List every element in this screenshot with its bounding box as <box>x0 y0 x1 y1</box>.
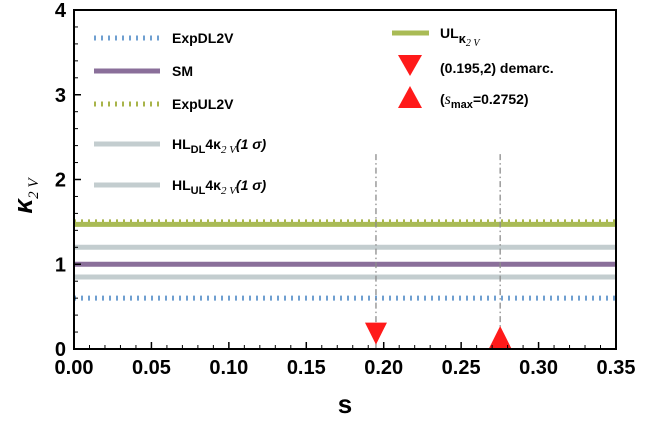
y-axis-label-sub: 2 V <box>26 177 42 199</box>
series-layer <box>74 219 616 301</box>
legend-label-sm: SM <box>172 63 193 79</box>
legend-label-hl-dl: HLDL4κ2 V(1 σ) <box>172 136 267 156</box>
y-axis-label-main: κ <box>8 198 38 214</box>
x-tick-label: 0.35 <box>597 357 636 379</box>
legend-label-ul-k2v: ULκ2 V <box>440 25 481 49</box>
legend-label-hl-ul: HLUL4κ2 V(1 σ) <box>172 177 267 197</box>
legend-label-smax: (smax=0.2752) <box>440 91 529 111</box>
y-tick-label: 2 <box>55 170 66 192</box>
marker-demarc <box>364 322 387 345</box>
y-tick-label: 1 <box>55 254 66 276</box>
x-tick-label: 0.10 <box>209 357 248 379</box>
svg-text:κ2 V: κ2 V <box>8 177 42 214</box>
x-tick-label: 0.30 <box>519 357 558 379</box>
legend-label-demarc: (0.195,2) demarc. <box>440 60 554 76</box>
y-tick-label: 4 <box>55 0 67 22</box>
x-tick-label: 0.05 <box>132 357 171 379</box>
y-axis-label: κ2 V <box>8 177 42 214</box>
marker-layer <box>364 322 512 348</box>
x-tick-label: 0.20 <box>364 357 403 379</box>
x-tick-label: 0.15 <box>287 357 326 379</box>
legend-label-expul2v: ExpUL2V <box>172 96 234 112</box>
legend-swatch-smax <box>398 86 422 108</box>
legend-swatch-demarc <box>398 55 422 76</box>
legend-label-expdl2v: ExpDL2V <box>172 30 234 46</box>
marker-smax <box>489 325 512 348</box>
legend: ExpDL2V SM ExpUL2V HLDL4κ2 V(1 σ) HLUL4κ… <box>94 25 554 197</box>
x-axis-label: s <box>338 389 352 419</box>
x-tick-label: 0.00 <box>55 357 94 379</box>
tick-layer: 0.00 0.05 0.10 0.15 0.20 0.25 0.30 0.35 0 1 2 3 4 <box>55 0 636 379</box>
y-tick-label: 0 <box>55 339 66 361</box>
x-tick-label: 0.25 <box>442 357 481 379</box>
y-tick-label: 3 <box>55 85 66 107</box>
guide-layer <box>375 154 501 349</box>
